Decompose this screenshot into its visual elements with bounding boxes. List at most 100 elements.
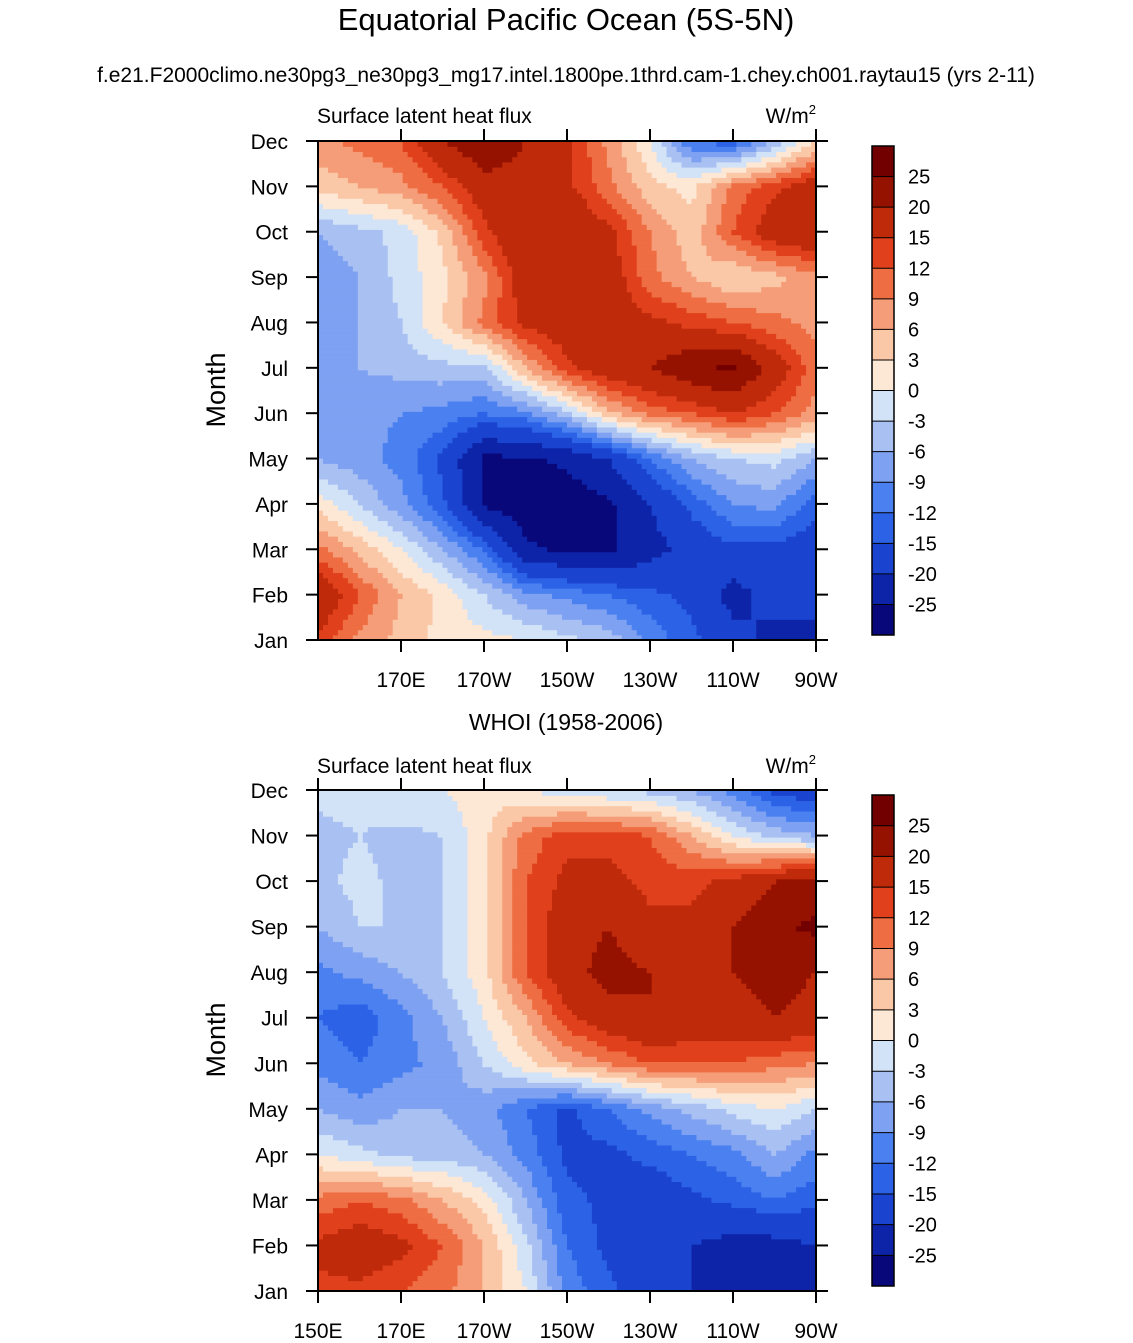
contour-band-cell [616,1113,653,1120]
contour-band-cell [716,1165,762,1172]
contour-band-cell [716,510,797,516]
contour-band-cell [542,988,558,995]
contour-band-cell [427,588,454,594]
contour-band-cell [606,1139,658,1146]
x-tick-label: 90W [794,669,837,692]
panel-whoi-variable-label: Surface latent heat flux [317,755,532,778]
contour-band-cell [621,255,638,262]
contour-band-cell [801,1238,816,1245]
contour-band-cell [527,904,553,911]
contour-band-cell [596,1040,643,1047]
contour-band-cell [372,1040,419,1047]
colorbar-label: 0 [908,381,919,403]
panel-model-contour-field [318,141,816,640]
contour-band-cell [527,910,548,916]
contour-band-cell [452,229,464,236]
contour-band-cell [472,983,493,989]
contour-band-cell [626,198,648,204]
contour-band-cell [417,161,439,168]
contour-band-cell [562,993,757,1000]
contour-band-cell [701,1238,802,1245]
contour-band-cell [512,1176,533,1183]
contour-band-cell [477,260,493,267]
contour-band-cell [422,489,444,496]
contour-band-cell [337,588,359,594]
contour-band-cell [616,250,638,256]
contour-band-cell [547,608,608,615]
contour-band-cell [327,515,354,522]
contour-band-cell [676,395,767,402]
contour-band-cell [318,510,324,516]
contour-band-cell [527,962,548,969]
contour-band-cell [502,951,513,958]
contour-band-cell [402,515,424,522]
contour-band-cell [547,333,747,340]
contour-band-cell [626,286,648,293]
contour-band-cell [746,826,782,833]
contour-band-cell [786,1077,816,1083]
contour-band-cell [542,836,653,843]
contour-band-cell [337,1082,384,1089]
contour-band-cell [552,1003,568,1010]
contour-band-cell [641,281,673,288]
contour-band-cell [636,141,653,147]
contour-band-cell [482,494,608,501]
contour-band-cell [666,468,688,475]
contour-band-cell [631,442,648,449]
contour-band-cell [397,598,434,605]
contour-band-cell [487,598,518,605]
contour-band-cell [761,369,787,376]
contour-band-cell [417,234,439,241]
contour-band-cell [318,1254,404,1261]
contour-band-cell [761,218,816,225]
contour-band-cell [527,1050,553,1057]
contour-band-cell [482,577,503,584]
contour-band-cell [547,1045,573,1052]
contour-band-cell [806,406,816,412]
contour-band-cell [796,993,816,1000]
contour-band-cell [562,343,767,350]
contour-band-cell [318,499,334,506]
contour-band-cell [557,463,613,470]
contour-band-cell [562,390,578,397]
contour-band-cell [641,494,678,501]
contour-band-cell [318,484,339,490]
contour-band-cell [318,572,324,579]
contour-band-cell [457,432,553,438]
contour-band-cell [701,852,816,859]
contour-band-cell [562,863,618,869]
contour-band-cell [676,302,727,308]
contour-band-cell [417,244,444,251]
contour-band-cell [372,603,399,610]
contour-band-cell [318,863,344,869]
contour-band-cell [467,873,488,880]
contour-band-cell [731,577,737,584]
figure-title: Equatorial Pacific Ocean (5S-5N) [338,2,795,37]
contour-band-cell [447,286,468,293]
colorbar-label: -3 [908,1061,926,1083]
contour-band-cell [472,530,498,537]
contour-band-cell [487,873,503,880]
contour-band-cell [751,172,777,178]
contour-band-cell [562,426,583,433]
contour-band-cell [462,182,573,189]
contour-band-cell [318,556,344,563]
contour-band-cell [447,499,464,506]
contour-band-cell [547,930,603,937]
contour-band-cell [806,842,816,849]
contour-band-cell [681,141,717,147]
contour-band-cell [437,380,444,386]
contour-band-cell [502,1217,518,1224]
contour-band-cell [392,562,419,568]
contour-band-cell [372,1270,424,1276]
contour-band-cell [557,1118,583,1125]
contour-band-cell [636,603,683,610]
contour-band-cell [801,421,816,428]
contour-band-cell [746,416,787,423]
contour-band-cell [791,998,816,1005]
contour-band-cell [811,1129,816,1136]
colorbar-swatch [872,268,894,300]
contour-band-cell [477,1233,498,1240]
contour-band-cell [517,1212,533,1219]
contour-band-cell [626,218,643,225]
